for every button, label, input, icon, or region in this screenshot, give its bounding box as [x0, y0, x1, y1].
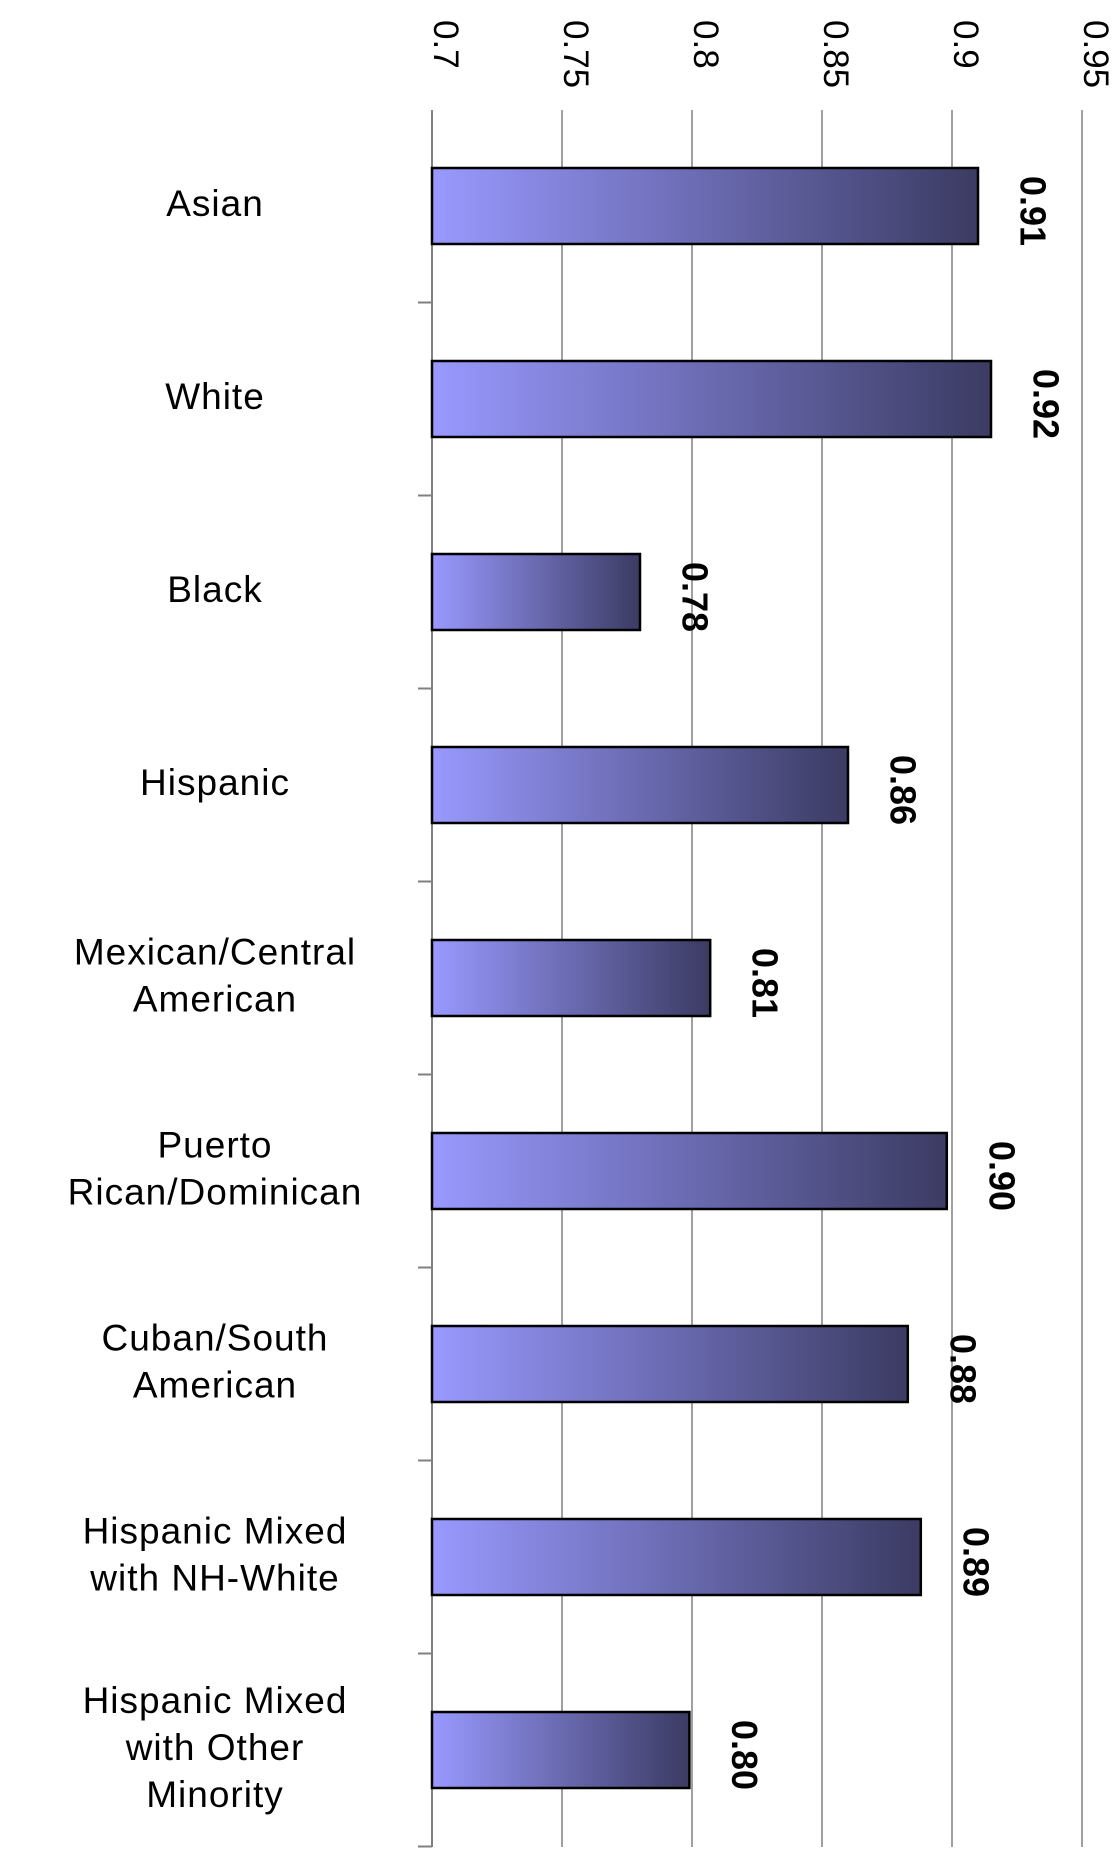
bar [430, 938, 712, 1018]
bar [430, 1517, 923, 1597]
bar [430, 745, 850, 825]
data-label: 0.88 [942, 1334, 983, 1404]
category-label: Cuban/South American [101, 1317, 328, 1405]
bar [430, 359, 993, 439]
category-labels: Asian White Black Hispanic Mexican/Central Am… [68, 183, 363, 1815]
data-label: 0.78 [674, 562, 715, 632]
tick-label: 0.9 [946, 20, 985, 69]
tick-label: 0.95 [1076, 20, 1115, 88]
tick-label: 0.85 [816, 20, 855, 88]
category-label: White [165, 376, 265, 417]
bar [430, 1324, 910, 1404]
bar [430, 552, 642, 632]
data-labels: 0.91 0.92 0.78 0.86 0.81 0.90 0.88 0.89 0.80 [674, 176, 1066, 1790]
category-label: Asian [166, 183, 264, 224]
category-label: Mexican/Central American [74, 931, 356, 1019]
data-label: 0.80 [724, 1720, 765, 1790]
data-label: 0.86 [882, 755, 923, 825]
data-label: 0.89 [955, 1527, 996, 1597]
category-label: Puerto Rican/Dominican [68, 1124, 363, 1212]
data-label: 0.92 [1025, 369, 1066, 439]
category-axis [418, 110, 433, 1848]
bar [430, 1131, 949, 1211]
category-label: Hispanic [140, 762, 290, 803]
bars [430, 166, 993, 1790]
data-label: 0.91 [1012, 176, 1053, 246]
category-label: Black [167, 569, 262, 610]
data-label: 0.90 [981, 1141, 1022, 1211]
bar [430, 166, 980, 246]
tick-label: 0.8 [686, 20, 725, 69]
bar [430, 1710, 691, 1790]
tick-label: 0.75 [556, 20, 595, 88]
data-label: 0.81 [745, 948, 786, 1018]
category-label: Hispanic Mixed with NH-White [83, 1510, 348, 1598]
category-label: Hispanic Mixed with Other Minority [83, 1680, 348, 1815]
tick-label: 0.7 [426, 20, 465, 69]
value-axis-tick-labels: 0.7 0.75 0.8 0.85 0.9 0.95 [426, 20, 1115, 88]
